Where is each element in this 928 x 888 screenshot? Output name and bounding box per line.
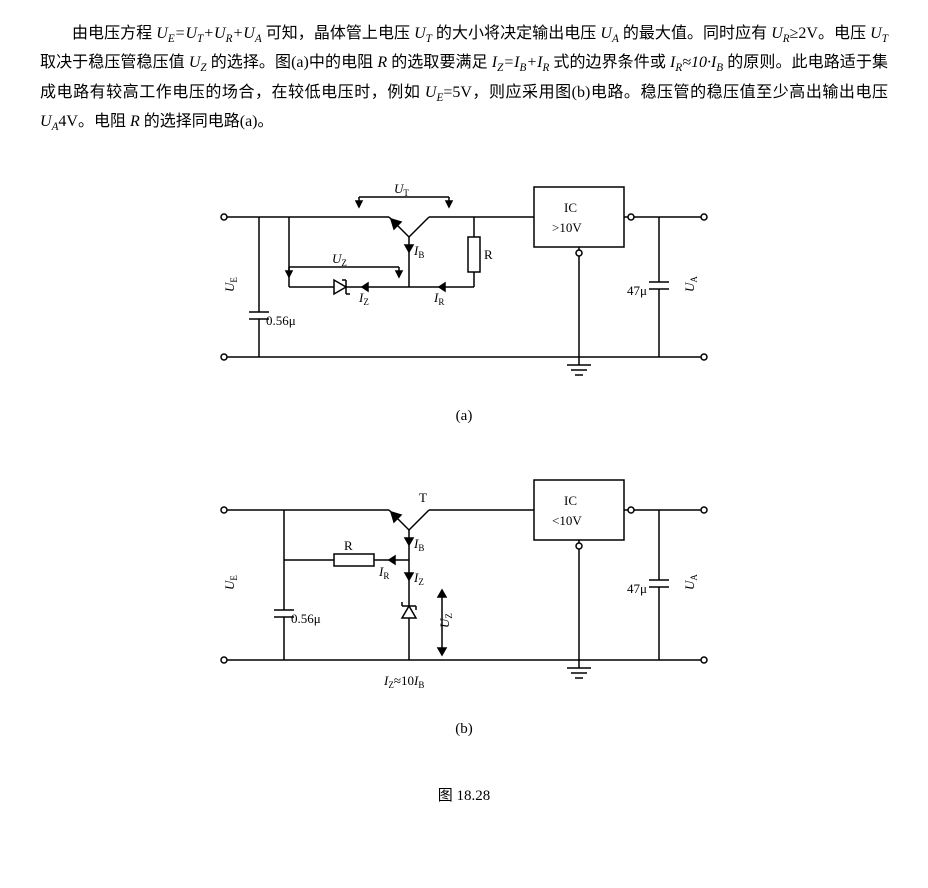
svg-text:>10V: >10V — [552, 220, 582, 235]
circuit-a: 0.56μ UE UT — [184, 167, 744, 430]
svg-text:0.56μ: 0.56μ — [266, 313, 296, 328]
svg-text:<10V: <10V — [552, 513, 582, 528]
svg-text:47μ: 47μ — [627, 581, 647, 596]
main-paragraph: 由电压方程 UE=UT+UR+UA 可知，晶体管上电压 UT 的大小将决定输出电… — [40, 20, 888, 137]
svg-text:IZ: IZ — [358, 290, 369, 307]
svg-text:T: T — [419, 490, 427, 505]
circuit-b-label: (b) — [455, 716, 473, 743]
figure-caption: 图 18.28 — [438, 783, 491, 810]
svg-text:IR: IR — [433, 290, 444, 307]
svg-text:IB: IB — [413, 536, 424, 553]
svg-text:IB: IB — [413, 243, 424, 260]
svg-text:IZ≈10IB: IZ≈10IB — [383, 673, 424, 690]
circuit-a-label: (a) — [456, 403, 473, 430]
svg-text:UT: UT — [394, 181, 409, 198]
svg-text:R: R — [484, 247, 493, 262]
circuit-b: UE 0.56μ T IB — [184, 460, 744, 743]
svg-text:47μ: 47μ — [627, 283, 647, 298]
circuit-a-svg: 0.56μ UE UT — [184, 167, 744, 397]
svg-text:IZ: IZ — [413, 570, 424, 587]
svg-text:0.56μ: 0.56μ — [291, 611, 321, 626]
svg-text:IC: IC — [564, 493, 577, 508]
svg-text:UZ: UZ — [437, 613, 454, 628]
svg-text:UA: UA — [682, 574, 699, 590]
svg-text:UE: UE — [222, 575, 239, 590]
svg-text:R: R — [344, 538, 353, 553]
circuit-b-svg: UE 0.56μ T IB — [184, 460, 744, 710]
svg-text:IR: IR — [378, 564, 389, 581]
circuit-diagrams: 0.56μ UE UT — [40, 167, 888, 810]
svg-text:IC: IC — [564, 200, 577, 215]
svg-text:UA: UA — [682, 276, 699, 292]
svg-text:UZ: UZ — [332, 251, 347, 268]
svg-text:UE: UE — [222, 277, 239, 292]
